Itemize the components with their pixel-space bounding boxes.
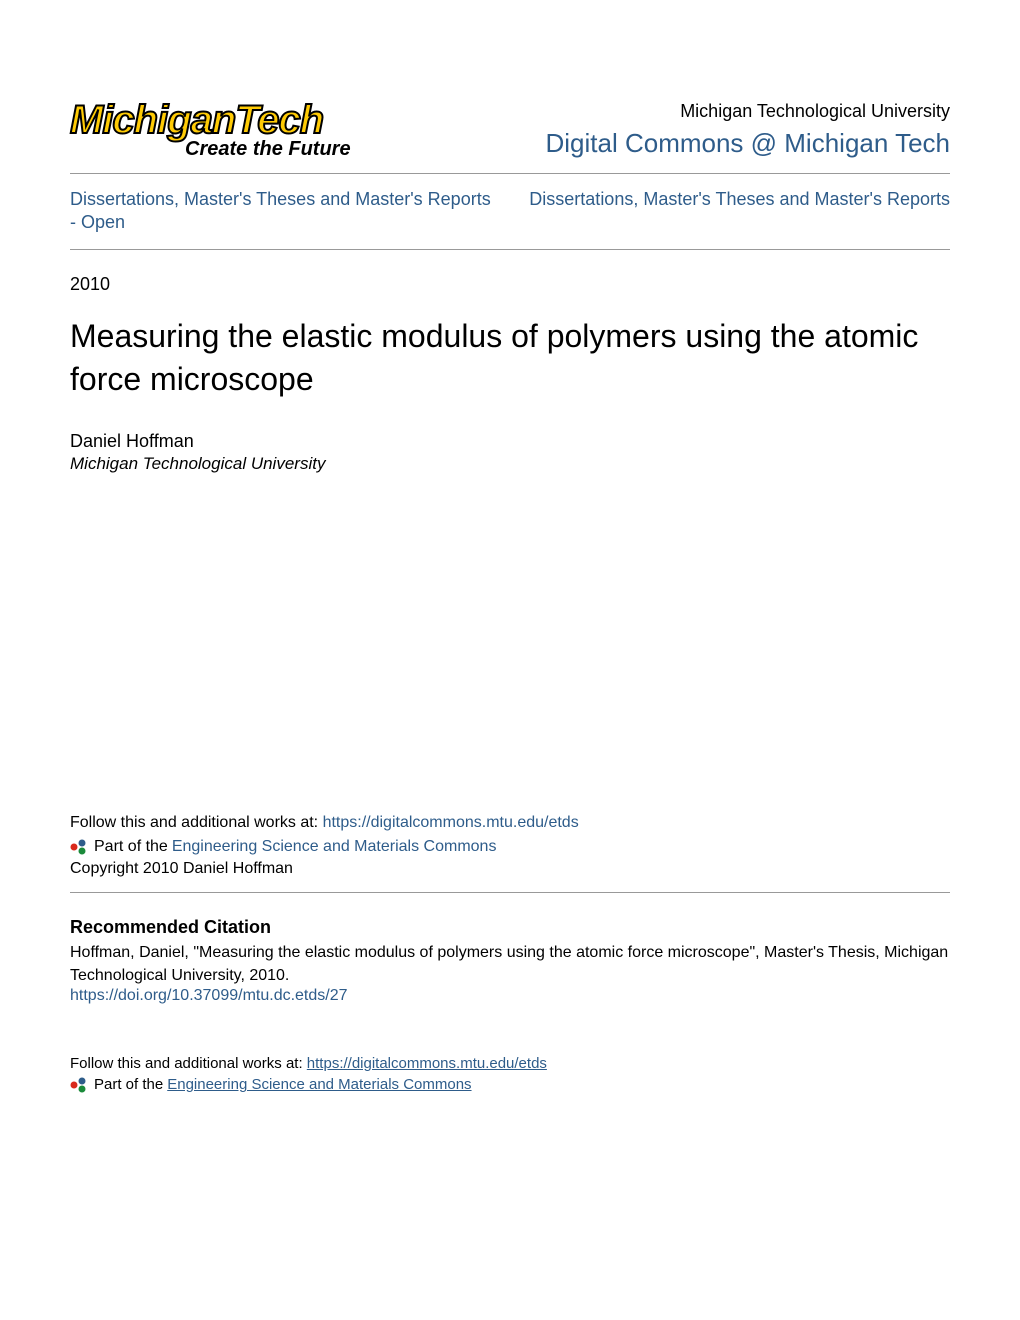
page-header: MichiganTech Create the Future Michigan … xyxy=(70,100,950,161)
footer-follow-text: Follow this and additional works at: htt… xyxy=(70,1055,950,1072)
footer-follow-prefix: Follow this and additional works at: xyxy=(70,1055,307,1072)
header-right: Michigan Technological University Digita… xyxy=(351,101,950,161)
breadcrumb-nav: Dissertations, Master's Theses and Maste… xyxy=(70,180,950,243)
logo-wordmark: MichiganTech xyxy=(70,100,351,140)
subject-row: Part of the Engineering Science and Mate… xyxy=(70,838,950,856)
divider-top xyxy=(70,173,950,174)
footer-subject-link[interactable]: Engineering Science and Materials Common… xyxy=(167,1076,471,1093)
divider-citation xyxy=(70,892,950,893)
subject-link[interactable]: Engineering Science and Materials Common… xyxy=(172,838,497,856)
collection-link-reports[interactable]: Dissertations, Master's Theses and Maste… xyxy=(529,188,950,235)
citation-heading: Recommended Citation xyxy=(70,917,950,938)
footer-follow-link[interactable]: https://digitalcommons.mtu.edu/etds xyxy=(307,1055,547,1072)
publication-year: 2010 xyxy=(70,274,950,295)
footer-subject-row: Part of the Engineering Science and Mate… xyxy=(70,1076,950,1094)
metadata-section: Follow this and additional works at: htt… xyxy=(70,814,950,1094)
document-title: Measuring the elastic modulus of polymer… xyxy=(70,315,950,401)
follow-prefix: Follow this and additional works at: xyxy=(70,814,323,831)
doi-link[interactable]: https://doi.org/10.37099/mtu.dc.etds/27 xyxy=(70,987,348,1004)
follow-url-link[interactable]: https://digitalcommons.mtu.edu/etds xyxy=(323,814,579,831)
collection-link-open[interactable]: Dissertations, Master's Theses and Maste… xyxy=(70,188,492,235)
logo-tagline: Create the Future xyxy=(185,138,351,161)
digital-commons-link[interactable]: Digital Commons @ Michigan Tech xyxy=(545,128,950,158)
copyright-text: Copyright 2010 Daniel Hoffman xyxy=(70,860,950,878)
logo-block: MichiganTech Create the Future xyxy=(70,100,351,161)
citation-section: Recommended Citation Hoffman, Daniel, "M… xyxy=(70,917,950,1005)
network-icon xyxy=(70,1076,88,1094)
part-prefix: Part of the xyxy=(94,838,168,856)
author-name: Daniel Hoffman xyxy=(70,431,950,452)
citation-body: Hoffman, Daniel, "Measuring the elastic … xyxy=(70,942,950,987)
footer-part-prefix: Part of the xyxy=(94,1076,163,1093)
university-name: Michigan Technological University xyxy=(351,101,950,122)
divider-nav xyxy=(70,249,950,250)
network-icon xyxy=(70,838,88,856)
footer-section: Follow this and additional works at: htt… xyxy=(70,1055,950,1094)
author-affiliation: Michigan Technological University xyxy=(70,454,950,474)
follow-text: Follow this and additional works at: htt… xyxy=(70,814,950,832)
